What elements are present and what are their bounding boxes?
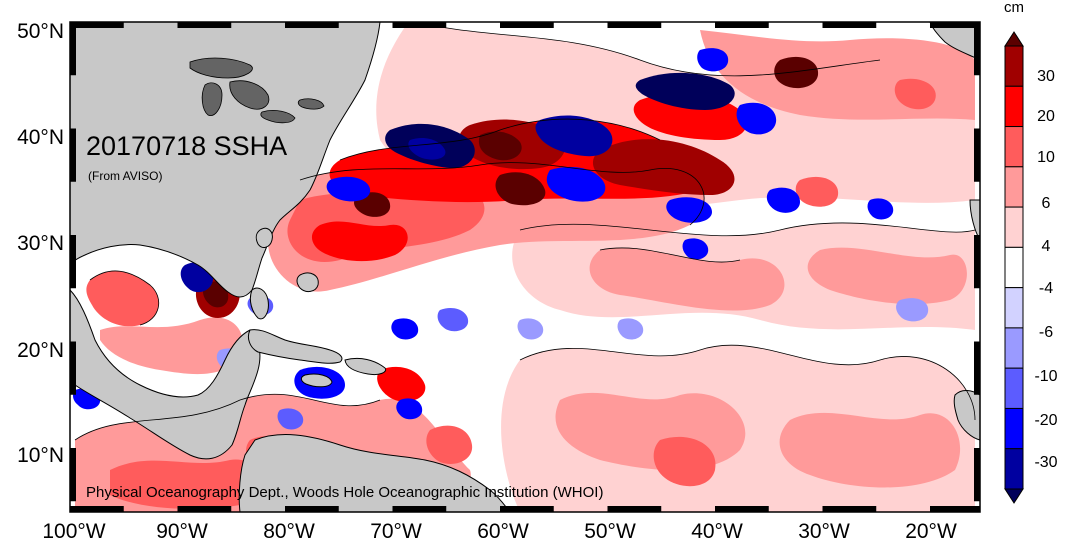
lat-label: 20°N xyxy=(17,339,64,362)
colorbar-tick-label: 10 xyxy=(1037,149,1055,166)
lon-label: 90°W xyxy=(156,520,208,542)
frame-tick-bar xyxy=(70,506,124,512)
colorbar-swatches xyxy=(1004,31,1024,504)
frame-tick-bar xyxy=(500,22,554,28)
frame-tick-bar xyxy=(392,506,447,512)
lon-label: 100°W xyxy=(42,520,105,542)
frame-tick-bar xyxy=(607,22,662,28)
colorbar-tick-label: -6 xyxy=(1039,324,1053,341)
frame-tick-bar xyxy=(392,22,447,28)
lat-label: 30°N xyxy=(17,232,64,255)
lon-label: 60°W xyxy=(477,520,529,542)
ssha-positive-anomalies xyxy=(75,22,975,512)
lon-label: 50°W xyxy=(584,520,636,542)
frame-tick-bar xyxy=(70,128,76,182)
frame-tick-bar xyxy=(715,506,769,512)
latitude-axis: 50°N 40°N 30°N 20°N 10°N xyxy=(17,20,64,467)
colorbar-swatch xyxy=(1004,31,1024,47)
map-credit: Physical Oceanography Dept., Woods Hole … xyxy=(86,484,603,501)
colorbar-tick-label: 20 xyxy=(1037,108,1055,125)
frame-tick-bar xyxy=(930,22,980,28)
lon-label: 70°W xyxy=(370,520,422,542)
frame-tick-bar xyxy=(177,506,232,512)
colorbar: cm 30 20 10 6 4 -4 -6 -10 -20 -30 xyxy=(1004,0,1058,504)
colorbar-tick-label: 30 xyxy=(1037,68,1055,85)
map-title: 20170718 SSHA xyxy=(86,131,287,161)
frame-tick-bar xyxy=(974,235,980,289)
lat-label: 50°N xyxy=(17,20,64,43)
colorbar-swatch xyxy=(1004,85,1024,128)
frame-tick-bar xyxy=(822,22,877,28)
colorbar-swatch xyxy=(1004,488,1024,504)
frame-tick-bar xyxy=(70,341,76,395)
colorbar-tick-label: 4 xyxy=(1042,238,1051,255)
longitude-axis: 100°W 90°W 80°W 70°W 60°W 50°W 40°W 30°W… xyxy=(42,520,957,542)
frame-tick-bar xyxy=(285,506,339,512)
lon-label: 80°W xyxy=(263,520,315,542)
colorbar-tick-label: -20 xyxy=(1034,412,1057,429)
colorbar-swatch xyxy=(1004,206,1024,248)
colorbar-swatch xyxy=(1004,246,1024,289)
frame-tick-bar xyxy=(500,506,554,512)
colorbar-swatch xyxy=(1004,126,1024,168)
lat-label: 10°N xyxy=(17,444,64,467)
colorbar-tick-label: 6 xyxy=(1042,195,1051,212)
frame-tick-bar xyxy=(715,22,769,28)
frame-tick-bar xyxy=(974,341,980,395)
colorbar-tick-label: -4 xyxy=(1039,280,1053,297)
frame-tick-bar xyxy=(930,506,980,512)
frame-tick-bar xyxy=(974,448,980,502)
frame-tick-bar xyxy=(70,235,76,289)
colorbar-swatch xyxy=(1004,327,1024,369)
colorbar-tick-label: -30 xyxy=(1034,454,1057,471)
colorbar-swatch xyxy=(1004,448,1024,490)
frame-tick-bars xyxy=(70,22,980,512)
frame-tick-bar xyxy=(70,22,76,76)
lat-label: 40°N xyxy=(17,126,64,149)
frame-tick-bar xyxy=(177,22,232,28)
frame-tick-bar xyxy=(285,22,339,28)
colorbar-tick-labels: 30 20 10 6 4 -4 -6 -10 -20 -30 xyxy=(1034,68,1057,471)
colorbar-swatch xyxy=(1004,407,1024,450)
great-lakes xyxy=(189,57,325,124)
colorbar-swatch xyxy=(1004,166,1024,208)
colorbar-unit: cm xyxy=(1004,0,1024,16)
lon-label: 40°W xyxy=(691,520,743,542)
land-masses xyxy=(70,22,980,512)
frame-tick-bar xyxy=(607,506,662,512)
frame-tick-bar xyxy=(974,128,980,182)
colorbar-swatch xyxy=(1004,45,1024,87)
lon-label: 20°W xyxy=(905,520,957,542)
colorbar-swatch xyxy=(1004,367,1024,409)
lon-label: 30°W xyxy=(798,520,850,542)
frame-tick-bar xyxy=(822,506,877,512)
frame-tick-bar xyxy=(70,448,76,502)
frame-tick-bar xyxy=(974,22,980,76)
colorbar-swatch xyxy=(1004,287,1024,329)
contour-lines xyxy=(74,22,976,441)
frame-tick-bar xyxy=(70,22,124,28)
colorbar-tick-label: -10 xyxy=(1034,368,1057,385)
map-panel: 20170718 SSHA (From AVISO) Physical Ocea… xyxy=(69,21,981,513)
map-source: (From AVISO) xyxy=(88,169,162,183)
